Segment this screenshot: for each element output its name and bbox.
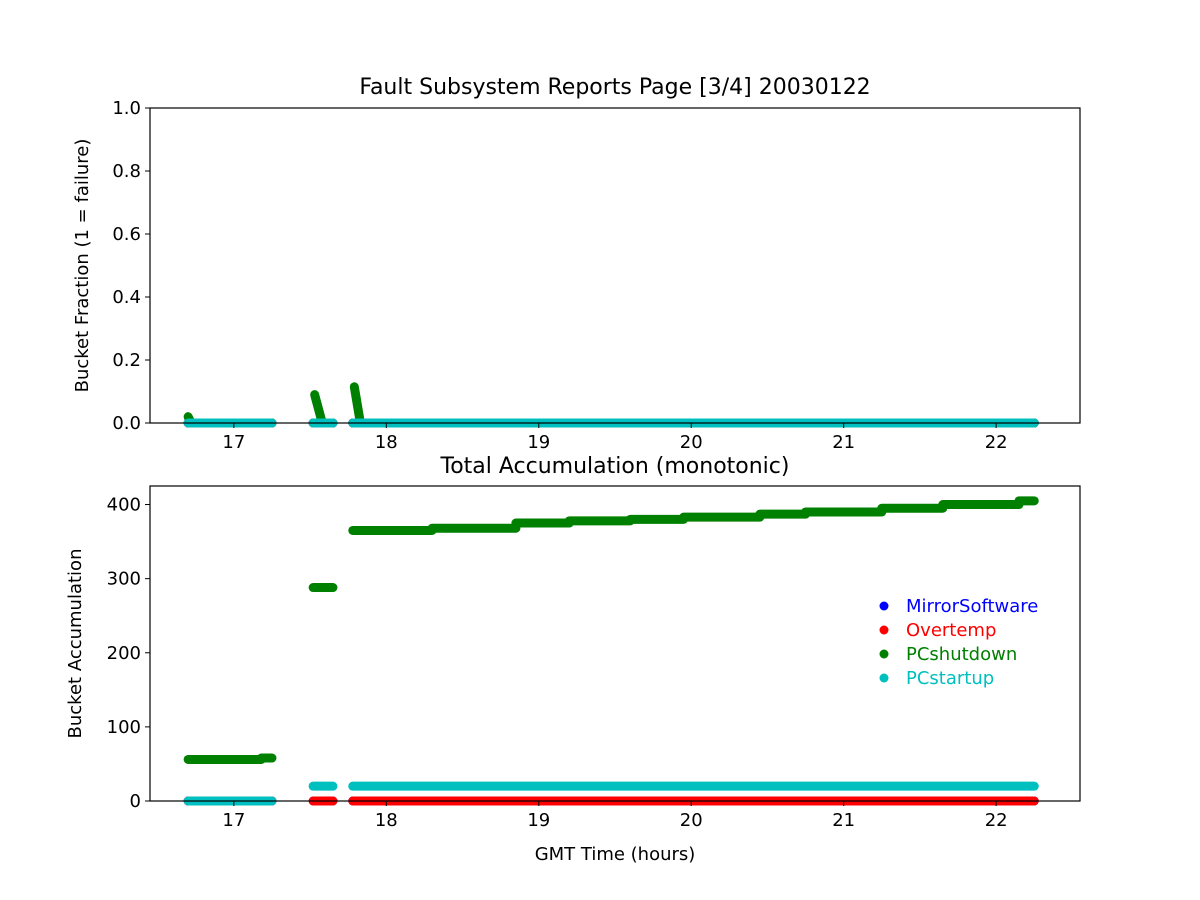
x-tick-label: 21: [832, 810, 855, 831]
legend-label-overtemp: Overtemp: [906, 620, 996, 641]
x-tick-label: 17: [222, 810, 245, 831]
x-tick-label: 20: [680, 810, 703, 831]
pcshutdown-spike-2: [349, 382, 365, 428]
fraction-panel-title: Fault Subsystem Reports Page [3/4] 20030…: [359, 75, 870, 100]
y-tick-label: 100: [107, 717, 141, 738]
legend-marker-overtemp: [879, 625, 889, 635]
legend-marker-mirrorsoftware: [879, 601, 889, 611]
legend-label-mirrorsoftware: MirrorSoftware: [906, 596, 1038, 617]
y-tick-label: 200: [107, 643, 141, 664]
accumulation-panel-title: Total Accumulation (monotonic): [440, 454, 790, 479]
x-tick-label: 18: [375, 432, 398, 453]
y-tick-label: 0.8: [112, 161, 141, 182]
y-tick-label: 0.6: [112, 224, 141, 245]
x-tick-label: 22: [985, 432, 1008, 453]
accumulation-y-axis: 0 100 200 300 400: [107, 495, 150, 812]
x-tick-label: 18: [375, 810, 398, 831]
y-tick-label: 300: [107, 569, 141, 590]
legend-label-pcstartup: PCstartup: [906, 668, 994, 689]
fraction-panel: Fault Subsystem Reports Page [3/4] 20030…: [72, 75, 1081, 453]
accumulation-panel: Total Accumulation (monotonic) 17 18 19 20 2…: [65, 454, 1081, 865]
y-tick-label: 1.0: [112, 98, 141, 119]
x-tick-label: 19: [527, 432, 550, 453]
fraction-y-axis: 0.0 0.2 0.4 0.6 0.8 1.0: [112, 98, 150, 434]
accumulation-x-axis-label: GMT Time (hours): [535, 844, 696, 865]
accumulation-plot-frame: [149, 485, 1081, 802]
accumulation-y-axis-label: Bucket Accumulation: [65, 549, 86, 739]
fraction-y-axis-label: Bucket Fraction (1 = failure): [72, 139, 93, 393]
y-tick-label: 0.0: [112, 413, 141, 434]
pcshutdown-spike-1: [310, 390, 327, 428]
y-tick-label: 0.4: [112, 287, 141, 308]
x-tick-label: 21: [832, 432, 855, 453]
x-tick-label: 20: [680, 432, 703, 453]
y-tick-label: 0: [130, 791, 141, 812]
x-tick-label: 17: [222, 432, 245, 453]
legend-marker-pcshutdown: [879, 649, 889, 659]
legend: MirrorSoftware Overtemp PCshutdown PCstartu…: [879, 596, 1038, 689]
fraction-x-axis: 17 18 19 20 21 22: [222, 423, 1008, 453]
y-tick-label: 0.2: [112, 350, 141, 371]
legend-marker-pcstartup: [879, 673, 889, 683]
accumulation-x-axis: 17 18 19 20 21 22: [222, 801, 1008, 831]
legend-label-pcshutdown: PCshutdown: [906, 644, 1017, 665]
x-tick-label: 19: [527, 810, 550, 831]
y-tick-label: 400: [107, 495, 141, 516]
x-tick-label: 22: [985, 810, 1008, 831]
fraction-plot-frame: [149, 107, 1081, 424]
